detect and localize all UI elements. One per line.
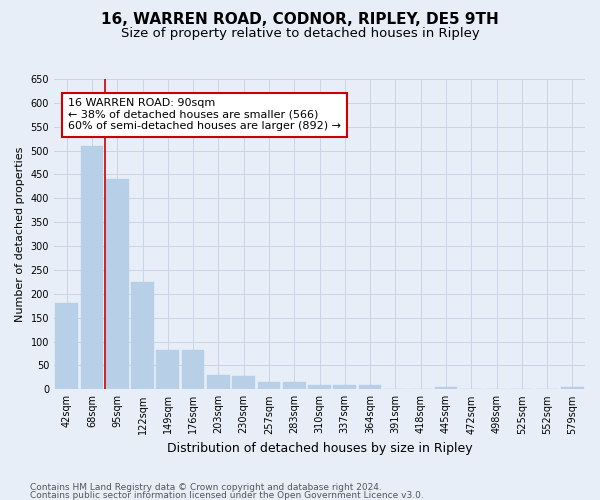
Bar xyxy=(434,387,457,390)
Bar xyxy=(106,180,128,390)
Bar xyxy=(55,304,78,390)
Bar xyxy=(80,146,103,390)
Text: Contains public sector information licensed under the Open Government Licence v3: Contains public sector information licen… xyxy=(30,490,424,500)
Bar xyxy=(257,382,280,390)
Y-axis label: Number of detached properties: Number of detached properties xyxy=(15,146,25,322)
Bar xyxy=(561,387,584,390)
Bar xyxy=(182,350,205,390)
Bar xyxy=(207,375,230,390)
X-axis label: Distribution of detached houses by size in Ripley: Distribution of detached houses by size … xyxy=(167,442,472,455)
Bar xyxy=(232,376,255,390)
Bar xyxy=(334,386,356,390)
Bar xyxy=(131,282,154,390)
Bar xyxy=(359,386,382,390)
Text: 16 WARREN ROAD: 90sqm
← 38% of detached houses are smaller (566)
60% of semi-det: 16 WARREN ROAD: 90sqm ← 38% of detached … xyxy=(68,98,341,132)
Text: Size of property relative to detached houses in Ripley: Size of property relative to detached ho… xyxy=(121,28,479,40)
Bar xyxy=(283,382,305,390)
Bar xyxy=(157,350,179,390)
Text: 16, WARREN ROAD, CODNOR, RIPLEY, DE5 9TH: 16, WARREN ROAD, CODNOR, RIPLEY, DE5 9TH xyxy=(101,12,499,28)
Text: Contains HM Land Registry data © Crown copyright and database right 2024.: Contains HM Land Registry data © Crown c… xyxy=(30,483,382,492)
Bar xyxy=(308,386,331,390)
